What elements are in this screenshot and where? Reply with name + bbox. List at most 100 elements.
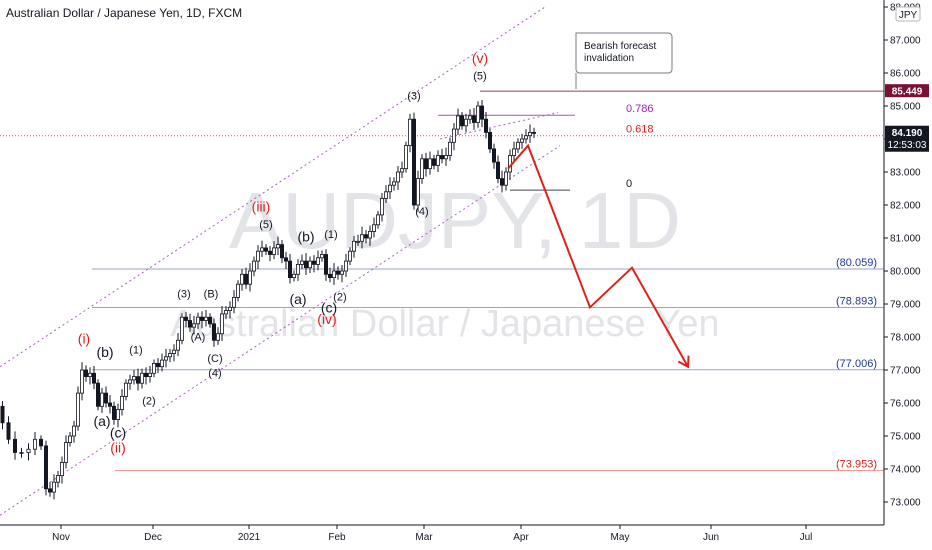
channel-lower-line [0,145,561,516]
candle-down [279,244,284,259]
candle-down [39,438,44,447]
candle-up [227,306,232,311]
candle-up [100,392,105,407]
wave-label: (a) [289,291,306,307]
wave-label: (2) [333,292,346,304]
candle-up [127,379,132,384]
invalidation-price-label: 85.449 [892,87,923,98]
candle-up [387,184,392,193]
candle-up [291,273,296,278]
price-tick-label: 80.000 [890,267,921,278]
candle-up [191,323,196,328]
candle-up [56,475,61,483]
candle-down [483,118,488,133]
level-label: 0 [626,178,632,190]
candle-up [223,310,228,315]
candle-down [0,405,5,424]
candle-up [255,250,260,262]
wave-label: (5) [473,71,486,83]
candle-up [151,362,156,374]
candle-up [247,270,252,285]
candle-up [239,273,244,285]
time-tick-label: Jun [703,532,719,543]
candle-up [391,181,396,186]
candle-up [451,128,456,143]
time-axis-ticks: Nov Dec 2021 Feb Mar Apr May Jun Jul [52,525,812,543]
callout-line-2: invalidation [584,53,634,64]
candle-up [435,155,440,166]
price-tick-label: 74.000 [890,465,921,476]
currency-badge[interactable]: JPY [895,6,921,22]
price-tick-label: 78.000 [890,333,921,344]
candle-up [88,372,93,377]
time-tick-label: May [611,532,630,543]
wave-label: (3) [407,90,420,102]
candle-up [427,158,432,170]
time-axis-bg [0,525,932,550]
price-tick-label: 82.000 [890,201,921,212]
channel-extension-line [439,112,559,140]
forecast-arrowhead [677,355,690,369]
level-label: 0.618 [626,124,654,136]
candle-up [167,353,172,358]
wave-label: (i) [78,331,90,347]
candle-up [195,316,200,325]
candle-down [108,402,113,407]
level-label: (77.006) [836,358,877,370]
wave-label: (A) [191,331,206,343]
candle-up [215,333,220,341]
candle-down [327,273,332,278]
candle-down [104,392,109,404]
horizontal-levels: 0.786 0.618 0 (80.059) (78.893) (77.006) (73.9… [0,90,884,472]
candle-up [124,382,129,397]
candle-down [207,316,212,325]
time-tick-label: 2021 [238,532,261,543]
time-tick-label: Nov [52,532,70,543]
candle-up [516,141,521,150]
watermark-name: Australian Dollar / Japanese Yen [170,303,719,345]
candle-up [399,168,404,173]
candle-up [343,260,348,272]
candle-down [112,405,117,420]
candle-down [135,376,140,384]
currency-badge-box [895,6,921,22]
time-tick-label: Feb [328,532,346,543]
time-axis[interactable]: Nov Dec 2021 Feb Mar Apr May Jun Jul [0,524,932,550]
invalidation-callout[interactable]: Bearish forecast invalidation [575,32,673,89]
price-tick-label: 81.000 [890,234,921,245]
candle-up [315,257,320,265]
candle-up [80,369,85,394]
candle-up [64,442,69,463]
watermark-symbol: AUDJPY, 1D [229,176,681,265]
wave-label: (4) [208,368,221,380]
level-label: (80.059) [836,257,877,269]
candle-down [471,115,476,123]
candle-up [139,372,144,384]
candle-up [443,155,448,160]
candle-up [295,263,300,275]
level-label: 0.786 [626,103,654,115]
invalidation-price-bg [885,84,929,98]
candle-up [351,240,356,252]
candle-down [199,316,204,321]
candle-down [267,250,272,255]
candle-up [131,376,136,381]
candle-down [363,234,368,239]
price-axis[interactable]: 73.000 74.000 75.000 76.000 77.000 78.000 79.0… [883,0,932,525]
wave-label: (3) [177,288,190,300]
candle-up [60,461,65,476]
candle-up [33,438,38,450]
candle-up [419,158,424,180]
candle-down [439,155,444,160]
candle-down [143,372,148,377]
candle-down [84,369,89,377]
callout-box [575,32,673,74]
wave-label: (4) [415,206,428,218]
candle-down [499,178,504,186]
candle-up [447,141,452,156]
candle-down [411,118,416,206]
candle-down [323,254,328,275]
candle-up [26,448,31,453]
